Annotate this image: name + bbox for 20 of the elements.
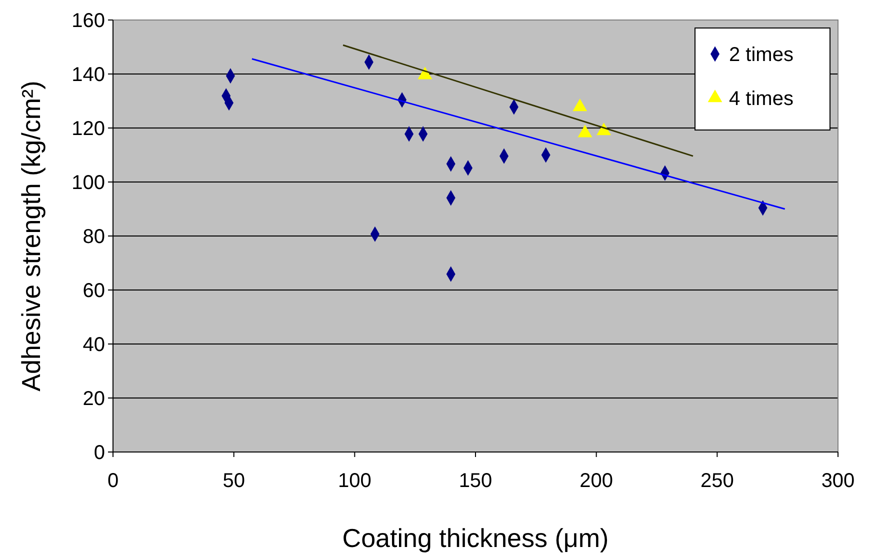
x-tick-label: 0: [107, 470, 119, 492]
y-tick-label: 40: [82, 334, 105, 356]
y-tick-label: 160: [72, 10, 105, 32]
y-tick-label: 20: [82, 388, 105, 410]
legend-label: 4 times: [729, 88, 794, 110]
x-tick-label: 200: [580, 470, 614, 492]
y-axis-title: Adhesive strength (kg/cm²): [16, 80, 46, 392]
y-tick-label: 0: [94, 442, 105, 464]
x-tick-label: 300: [821, 470, 855, 492]
y-tick-label: 100: [72, 172, 105, 194]
x-tick-label: 100: [338, 470, 372, 492]
y-tick-label: 120: [72, 118, 105, 140]
x-tick-label: 250: [700, 470, 734, 492]
x-tick-label: 50: [222, 470, 245, 492]
y-tick-label: 140: [72, 64, 105, 86]
x-axis-title: Coating thickness (μm): [342, 523, 609, 553]
y-tick-label: 60: [82, 280, 105, 302]
y-tick-label: 80: [82, 226, 105, 248]
x-tick-label: 150: [458, 470, 492, 492]
legend-label: 2 times: [729, 44, 794, 66]
